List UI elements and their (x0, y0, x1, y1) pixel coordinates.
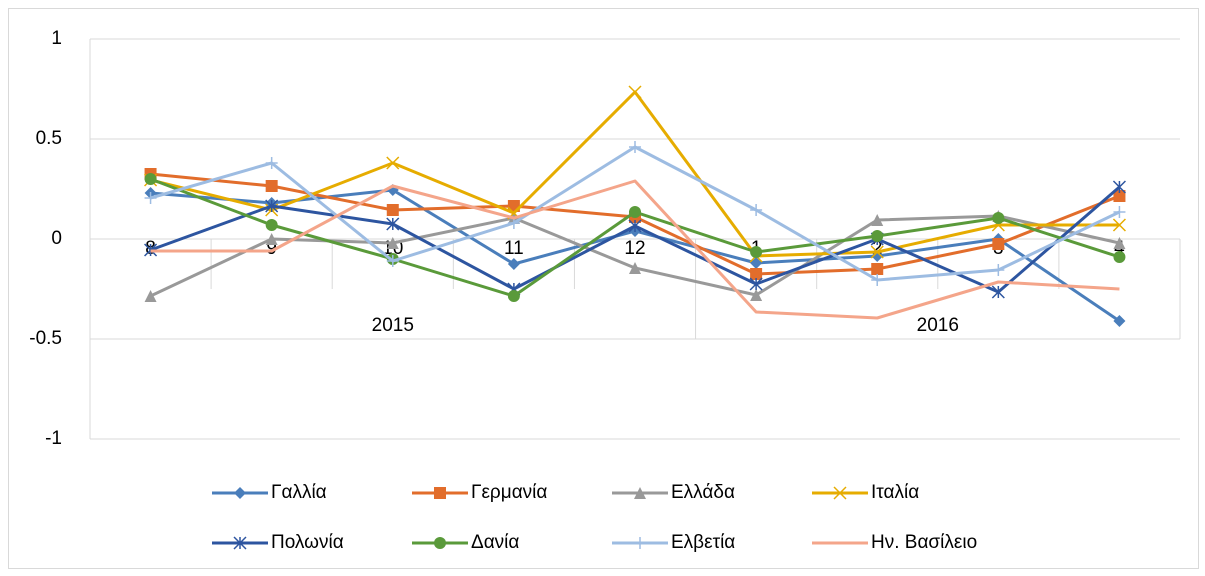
marker (265, 219, 278, 231)
marker (434, 487, 446, 499)
marker (871, 263, 884, 275)
series (150, 179, 1120, 320)
legend-label: Ην. Βασίλειο (871, 532, 977, 553)
marker (750, 204, 763, 216)
marker (629, 206, 641, 218)
legend-label: Ελβετία (671, 532, 735, 553)
y-tick-label: 0 (51, 228, 62, 249)
marker (1113, 251, 1126, 263)
marker (1113, 237, 1126, 249)
marker (434, 537, 446, 549)
marker (1113, 315, 1126, 327)
marker (870, 245, 884, 259)
marker (386, 156, 400, 170)
x-tick-label: 9 (266, 238, 277, 259)
marker (750, 246, 763, 258)
y-tick-label: 1 (51, 28, 62, 49)
legend-label: Ιταλία (871, 482, 919, 503)
group-label: 2016 (917, 315, 959, 336)
marker (144, 290, 157, 302)
chart-border (8, 8, 1199, 569)
legend-label: Πολωνία (271, 532, 344, 553)
marker (750, 289, 763, 301)
marker (629, 262, 641, 274)
x-tick-label: 11 (504, 238, 524, 259)
marker (265, 157, 278, 169)
marker (1113, 206, 1126, 218)
x-tick-label: 2 (872, 238, 883, 259)
marker (265, 180, 278, 192)
marker (386, 255, 399, 267)
y-tick-label: 0.5 (36, 128, 62, 149)
marker (144, 192, 157, 204)
marker (265, 199, 279, 213)
x-tick-label: 12 (624, 238, 645, 259)
legend-label: Γαλλία (271, 482, 327, 503)
series-line (150, 179, 1120, 320)
marker (992, 264, 1005, 276)
marker (634, 487, 646, 499)
group-label: 2015 (372, 315, 414, 336)
marker (1112, 180, 1126, 194)
y-tick-label: -0.5 (29, 328, 62, 349)
legend-label: Δανία (471, 532, 519, 553)
marker (507, 258, 520, 270)
marker (992, 212, 1005, 224)
legend-label: Ελλάδα (671, 482, 735, 503)
marker (628, 85, 642, 99)
marker (871, 214, 884, 226)
legend-label: Γερμανία (471, 482, 547, 503)
y-tick-label: -1 (45, 428, 62, 449)
marker (871, 230, 884, 242)
marker (1113, 190, 1126, 202)
marker (233, 536, 247, 550)
marker (634, 537, 646, 549)
series (144, 141, 1126, 286)
marker (628, 219, 642, 233)
marker (833, 486, 847, 500)
marker (265, 233, 278, 245)
marker (507, 290, 520, 302)
series (144, 173, 1126, 302)
marker (871, 274, 884, 286)
marker (749, 277, 763, 291)
marker (386, 237, 399, 249)
marker (386, 217, 400, 231)
marker (386, 204, 399, 216)
marker (750, 268, 763, 280)
marker (991, 285, 1005, 299)
marker (992, 238, 1005, 250)
marker (234, 487, 246, 499)
marker (629, 141, 641, 153)
marker (144, 173, 157, 185)
marker (1112, 218, 1126, 232)
